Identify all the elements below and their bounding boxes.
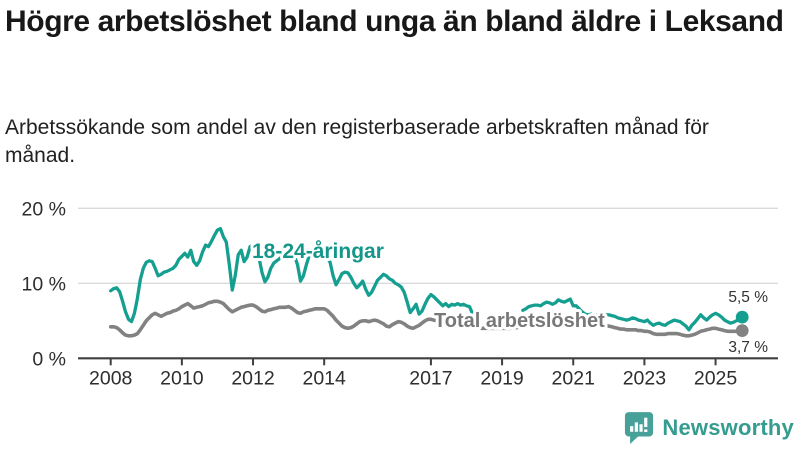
y-tick-label: 10 % [22,273,66,295]
series-line-total [108,299,744,338]
x-tick-label: 2023 [623,367,666,389]
end-value-youth: 5,5 % [728,289,768,306]
end-value-total: 3,7 % [728,339,768,356]
x-tick-label: 2008 [89,367,132,389]
x-tick-label: 2019 [480,367,523,389]
page-title: Högre arbetslöshet bland unga än bland ä… [5,5,784,38]
series-label-total: Total arbetslöshet [434,310,605,332]
x-tick-label: 2012 [231,367,274,389]
x-tick-label: 2017 [409,367,452,389]
end-dot-total [735,324,749,337]
x-tick-label: 2021 [552,367,595,389]
newsworthy-logo-icon [625,412,654,444]
page-subtitle: Arbetssökande som andel av den registerb… [5,116,709,168]
end-dot-youth [735,310,749,324]
y-tick-label: 20 % [22,198,66,220]
newsworthy-logo-text: Newsworthy [662,415,794,440]
y-tick-label: 0 % [32,348,66,370]
x-tick-label: 2014 [302,367,346,389]
series-line-youth [109,226,744,332]
newsworthy-logo: Newsworthy [624,411,794,445]
x-tick-label: 2010 [160,367,204,389]
series-label-youth: 18-24-åringar [252,240,384,263]
x-tick-label: 2025 [694,367,738,389]
